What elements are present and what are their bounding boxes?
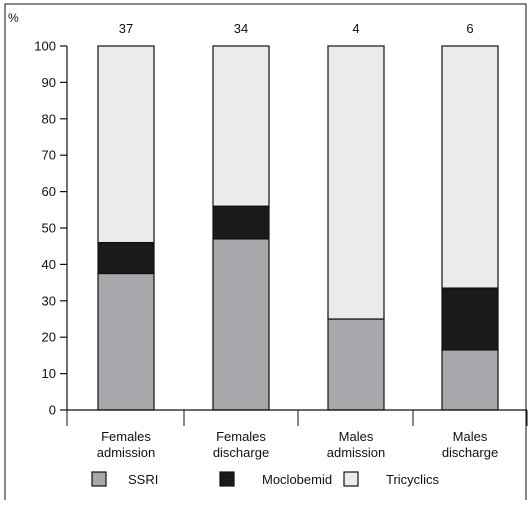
legend-swatch-moclobemid (219, 471, 235, 487)
x-category-label: discharge (442, 445, 498, 460)
x-category-label: discharge (213, 445, 269, 460)
x-category-label: Males (339, 429, 374, 444)
bar-segment-ssri (97, 272, 155, 411)
y-tick-label: 30 (42, 293, 56, 308)
y-tick-label: 90 (42, 75, 56, 90)
legend-swatch-ssri (91, 471, 107, 487)
y-tick-label: 10 (42, 366, 56, 381)
bar-top-label: 6 (466, 21, 473, 36)
y-tick-label: 60 (42, 184, 56, 199)
legend-label-moclobemid: Moclobemid (262, 472, 332, 487)
chart-frame (4, 3, 527, 500)
x-category-label: Females (216, 429, 266, 444)
bar-segment-ssri (327, 318, 385, 411)
x-category-label: Males (453, 429, 488, 444)
bar-segment-tricyclics (97, 45, 155, 244)
x-category-label: Females (101, 429, 151, 444)
y-tick-label: 40 (42, 257, 56, 272)
bar-segment-moclobemid (212, 205, 270, 240)
bar-top-label: 37 (119, 21, 133, 36)
x-category-label: admission (327, 445, 386, 460)
y-tick-label: 70 (42, 148, 56, 163)
x-category-label: admission (97, 445, 156, 460)
bar-segment-ssri (212, 238, 270, 411)
bar-top-label: 34 (234, 21, 248, 36)
bar-segment-tricyclics (212, 45, 270, 207)
bar-segment-tricyclics (327, 45, 385, 320)
legend-label-ssri: SSRI (128, 472, 158, 487)
bar-top-label: 4 (352, 21, 359, 36)
y-tick-label: 20 (42, 330, 56, 345)
y-tick-label: 100 (34, 39, 56, 54)
legend-label-tricyclics: Tricyclics (386, 472, 439, 487)
bar-segment-moclobemid (97, 241, 155, 275)
bar-segment-ssri (441, 349, 499, 411)
y-unit-label: % (8, 11, 19, 25)
y-tick-label: 0 (49, 403, 56, 418)
bar-segment-tricyclics (441, 45, 499, 289)
legend-swatch-tricyclics (343, 471, 359, 487)
bar-segment-moclobemid (441, 287, 499, 351)
y-tick-label: 50 (42, 221, 56, 236)
y-tick-label: 80 (42, 111, 56, 126)
